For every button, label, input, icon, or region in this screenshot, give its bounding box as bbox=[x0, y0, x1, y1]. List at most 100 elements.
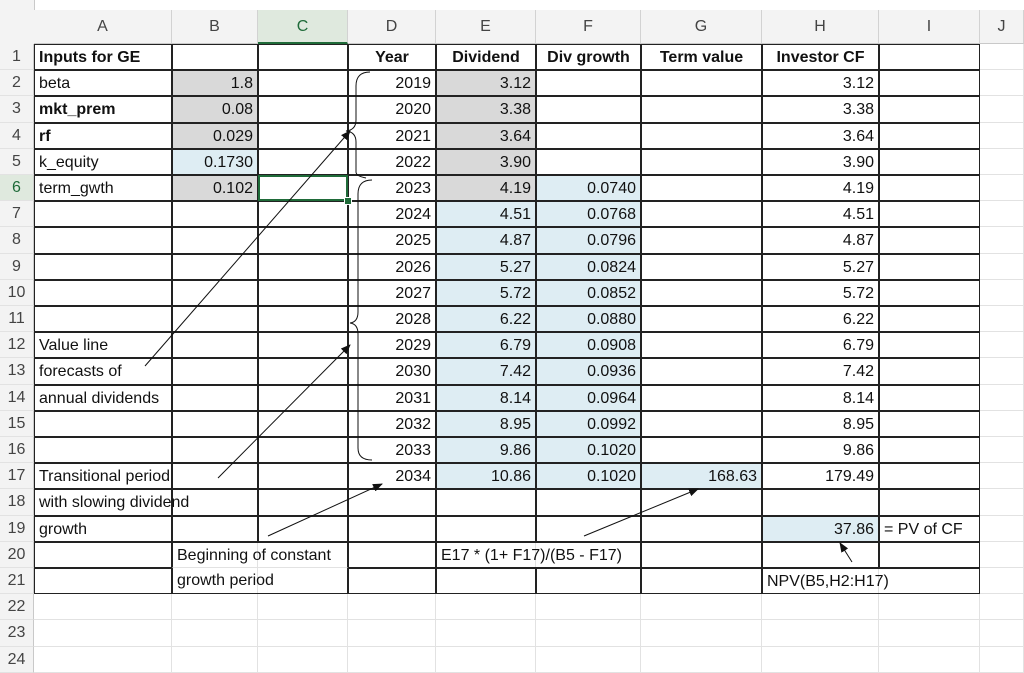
row-header-20[interactable]: 20 bbox=[0, 541, 34, 568]
cell-i20[interactable] bbox=[879, 541, 980, 568]
dividend-2020[interactable]: 3.38 bbox=[436, 96, 536, 123]
column-header-i[interactable]: I bbox=[879, 10, 980, 44]
cell-e18[interactable] bbox=[436, 489, 536, 516]
investor-cf-2023[interactable]: 4.19 bbox=[762, 175, 879, 202]
investor-cf-2028[interactable]: 6.22 bbox=[762, 306, 879, 333]
cell-j17[interactable] bbox=[980, 463, 1024, 490]
div-growth-2023[interactable]: 0.0740 bbox=[536, 175, 641, 202]
cell-d22[interactable] bbox=[348, 594, 436, 621]
investor-cf-2027[interactable]: 5.72 bbox=[762, 279, 879, 306]
dividend-2019[interactable]: 3.12 bbox=[436, 70, 536, 97]
dividend-2032[interactable]: 8.95 bbox=[436, 410, 536, 437]
input-label-rf[interactable]: rf bbox=[34, 122, 172, 149]
cell-j16[interactable] bbox=[980, 437, 1024, 464]
column-header-g[interactable]: G bbox=[641, 10, 762, 44]
cell-i3[interactable] bbox=[879, 96, 980, 123]
investor-cf-2020[interactable]: 3.38 bbox=[762, 96, 879, 123]
cell-h20[interactable] bbox=[762, 541, 879, 568]
year-2027[interactable]: 2027 bbox=[348, 279, 436, 306]
note-value-line-2[interactable]: forecasts of bbox=[34, 358, 172, 385]
dividend-2028[interactable]: 6.22 bbox=[436, 306, 536, 333]
cell-b16[interactable] bbox=[172, 437, 258, 464]
cell-g22[interactable] bbox=[641, 594, 762, 621]
cell-b24[interactable] bbox=[172, 646, 258, 673]
column-header-b[interactable]: B bbox=[172, 10, 258, 44]
cell-a22[interactable] bbox=[34, 594, 172, 621]
cell-d18[interactable] bbox=[348, 489, 436, 516]
div-growth-2034[interactable]: 0.1020 bbox=[536, 463, 641, 490]
div-growth-2032[interactable]: 0.0992 bbox=[536, 410, 641, 437]
cell-j22[interactable] bbox=[980, 594, 1024, 621]
cell-c9[interactable] bbox=[258, 253, 348, 280]
investor-cf-2026[interactable]: 5.27 bbox=[762, 253, 879, 280]
cell-c2[interactable] bbox=[258, 70, 348, 97]
cell-b13[interactable] bbox=[172, 358, 258, 385]
row-header-7[interactable]: 7 bbox=[0, 201, 34, 228]
cell-c10[interactable] bbox=[258, 279, 348, 306]
row-header-18[interactable]: 18 bbox=[0, 489, 34, 516]
cell-c3[interactable] bbox=[258, 96, 348, 123]
cell-b8[interactable] bbox=[172, 227, 258, 254]
div-growth-2031[interactable]: 0.0964 bbox=[536, 384, 641, 411]
note-beginning-1[interactable]: Beginning of constant bbox=[172, 541, 348, 568]
input-label-term_gwth[interactable]: term_gwth bbox=[34, 175, 172, 202]
input-value-mkt_prem[interactable]: 0.08 bbox=[172, 96, 258, 123]
cell-c5[interactable] bbox=[258, 148, 348, 175]
note-value-line-1[interactable]: Value line bbox=[34, 332, 172, 359]
div-growth-2026[interactable]: 0.0824 bbox=[536, 253, 641, 280]
cell-c13[interactable] bbox=[258, 358, 348, 385]
investor-cf-2032[interactable]: 8.95 bbox=[762, 410, 879, 437]
cell-i22[interactable] bbox=[879, 594, 980, 621]
term-value-2024[interactable] bbox=[641, 201, 762, 228]
dividend-2023[interactable]: 4.19 bbox=[436, 175, 536, 202]
investor-cf-2021[interactable]: 3.64 bbox=[762, 122, 879, 149]
row-header-13[interactable]: 13 bbox=[0, 358, 34, 385]
cell-i5[interactable] bbox=[879, 148, 980, 175]
cell-i17[interactable] bbox=[879, 463, 980, 490]
dividend-2024[interactable]: 4.51 bbox=[436, 201, 536, 228]
input-value-k_equity[interactable]: 0.1730 bbox=[172, 148, 258, 175]
cell-j19[interactable] bbox=[980, 515, 1024, 542]
row-header-19[interactable]: 19 bbox=[0, 515, 34, 542]
row-header-24[interactable]: 24 bbox=[0, 646, 34, 673]
div-growth-2021[interactable] bbox=[536, 122, 641, 149]
cell-e21[interactable] bbox=[436, 568, 536, 595]
cell-j3[interactable] bbox=[980, 96, 1024, 123]
cell-c23[interactable] bbox=[258, 620, 348, 647]
cell-a7[interactable] bbox=[34, 201, 172, 228]
cell-b14[interactable] bbox=[172, 384, 258, 411]
div-growth-2020[interactable] bbox=[536, 96, 641, 123]
year-2033[interactable]: 2033 bbox=[348, 437, 436, 464]
note-transitional-2[interactable]: with slowing dividend bbox=[34, 489, 189, 516]
cell-b15[interactable] bbox=[172, 410, 258, 437]
term-value-2030[interactable] bbox=[641, 358, 762, 385]
year-2028[interactable]: 2028 bbox=[348, 306, 436, 333]
investor-cf-2022[interactable]: 3.90 bbox=[762, 148, 879, 175]
term-value-2027[interactable] bbox=[641, 279, 762, 306]
year-2019[interactable]: 2019 bbox=[348, 70, 436, 97]
term-value-2028[interactable] bbox=[641, 306, 762, 333]
cell-j5[interactable] bbox=[980, 148, 1024, 175]
note-transitional-3[interactable]: growth bbox=[34, 515, 172, 542]
year-2024[interactable]: 2024 bbox=[348, 201, 436, 228]
cell-f18[interactable] bbox=[536, 489, 641, 516]
cell-f19[interactable] bbox=[536, 515, 641, 542]
cell-i6[interactable] bbox=[879, 175, 980, 202]
column-header-d[interactable]: D bbox=[348, 10, 436, 44]
investor-cf-2034[interactable]: 179.49 bbox=[762, 463, 879, 490]
inputs-title-cell[interactable]: Inputs for GE bbox=[34, 44, 172, 71]
cell-i15[interactable] bbox=[879, 410, 980, 437]
cell-i16[interactable] bbox=[879, 437, 980, 464]
column-header-c[interactable]: C bbox=[258, 10, 348, 44]
column-header-h[interactable]: H bbox=[762, 10, 879, 44]
cell-j4[interactable] bbox=[980, 122, 1024, 149]
cell-b17[interactable] bbox=[172, 463, 258, 490]
investor-cf-2024[interactable]: 4.51 bbox=[762, 201, 879, 228]
pv-value-cell[interactable]: 37.86 bbox=[762, 515, 879, 542]
cell-c11[interactable] bbox=[258, 306, 348, 333]
dividend-2033[interactable]: 9.86 bbox=[436, 437, 536, 464]
year-2020[interactable]: 2020 bbox=[348, 96, 436, 123]
cell-b19[interactable] bbox=[172, 515, 258, 542]
cell-h23[interactable] bbox=[762, 620, 879, 647]
